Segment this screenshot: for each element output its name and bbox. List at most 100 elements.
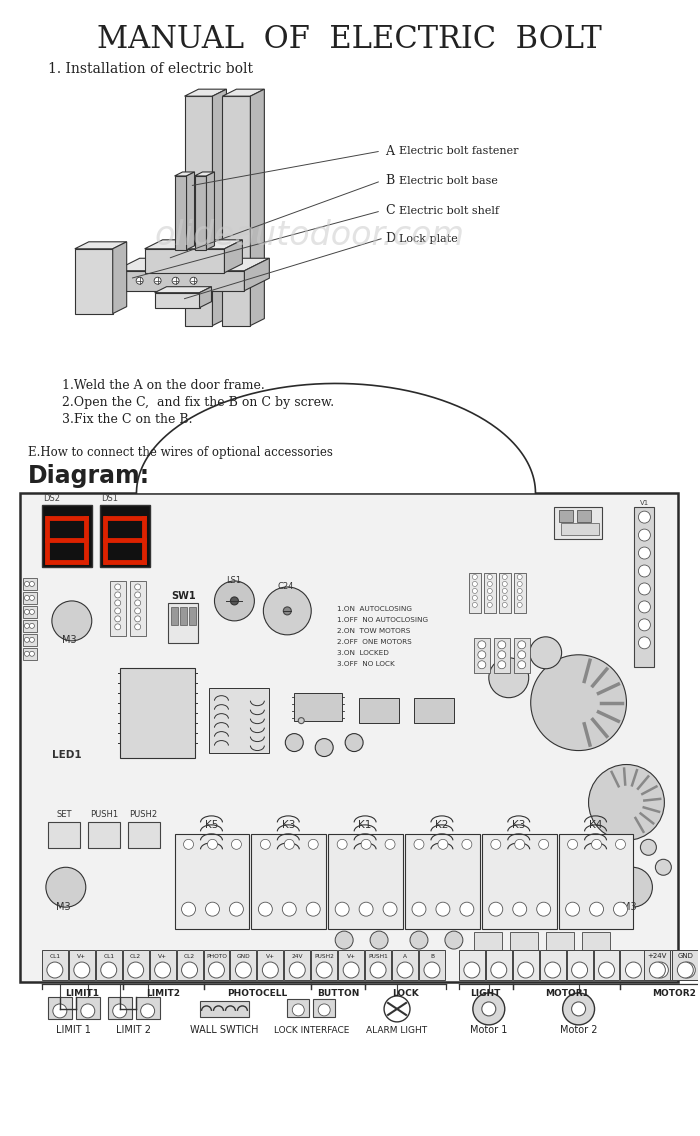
- Bar: [42, 950, 68, 980]
- Text: CL1: CL1: [50, 954, 60, 959]
- Bar: [554, 507, 601, 540]
- Bar: [127, 822, 160, 849]
- Circle shape: [141, 1004, 155, 1018]
- Text: DS2: DS2: [43, 494, 60, 503]
- Bar: [110, 580, 126, 636]
- Circle shape: [115, 616, 120, 621]
- Bar: [171, 607, 178, 625]
- Circle shape: [572, 962, 587, 978]
- Circle shape: [308, 840, 318, 850]
- Text: LIGHT: LIGHT: [470, 989, 501, 997]
- Circle shape: [154, 277, 161, 284]
- Bar: [474, 637, 490, 673]
- Polygon shape: [223, 89, 265, 97]
- Text: K3: K3: [512, 820, 526, 830]
- Circle shape: [383, 902, 397, 916]
- Polygon shape: [206, 172, 214, 250]
- Circle shape: [29, 582, 34, 586]
- Circle shape: [424, 962, 440, 978]
- Text: V1: V1: [640, 500, 649, 507]
- Bar: [42, 506, 92, 567]
- Circle shape: [80, 1004, 94, 1018]
- Text: M3: M3: [62, 635, 76, 645]
- Circle shape: [487, 588, 492, 593]
- Circle shape: [337, 840, 347, 850]
- Text: A: A: [385, 144, 394, 158]
- Text: 3.Fix the C on the B.: 3.Fix the C on the B.: [62, 412, 192, 426]
- Text: K1: K1: [358, 820, 372, 830]
- Circle shape: [25, 624, 29, 628]
- Circle shape: [568, 840, 578, 850]
- Circle shape: [190, 277, 197, 284]
- Circle shape: [343, 962, 359, 978]
- Circle shape: [487, 602, 492, 608]
- Circle shape: [503, 588, 507, 593]
- Circle shape: [512, 902, 526, 916]
- Text: A: A: [403, 954, 407, 959]
- Circle shape: [612, 867, 652, 908]
- Text: B: B: [385, 175, 394, 187]
- Circle shape: [397, 962, 413, 978]
- Bar: [23, 648, 37, 660]
- Text: LIMIT 2: LIMIT 2: [116, 1025, 151, 1035]
- Bar: [494, 637, 510, 673]
- Circle shape: [298, 718, 304, 724]
- Text: Electric bolt shelf: Electric bolt shelf: [399, 206, 499, 216]
- Circle shape: [572, 1002, 586, 1016]
- Text: CL2: CL2: [130, 954, 141, 959]
- Circle shape: [183, 840, 193, 850]
- Text: B: B: [430, 954, 434, 959]
- Circle shape: [85, 264, 103, 282]
- Circle shape: [25, 637, 29, 642]
- Polygon shape: [136, 384, 536, 493]
- Text: V+: V+: [346, 954, 356, 959]
- Text: MOTOR1: MOTOR1: [545, 989, 589, 997]
- Text: M3: M3: [56, 902, 71, 912]
- Text: ALARM LIGHT: ALARM LIGHT: [367, 1026, 428, 1035]
- Bar: [230, 950, 256, 980]
- Text: V+: V+: [77, 954, 86, 959]
- Bar: [294, 693, 342, 720]
- Polygon shape: [195, 176, 206, 250]
- Bar: [566, 950, 593, 980]
- Text: M3: M3: [622, 902, 637, 912]
- Bar: [199, 1001, 249, 1017]
- Circle shape: [263, 587, 312, 635]
- Text: Electric bolt base: Electric bolt base: [399, 176, 498, 186]
- Circle shape: [230, 596, 239, 604]
- Text: 2.Open the C,  and fix the B on C by screw.: 2.Open the C, and fix the B on C by scre…: [62, 396, 334, 409]
- Text: LIMIT1: LIMIT1: [65, 989, 99, 997]
- Bar: [136, 997, 160, 1019]
- Text: LOCK: LOCK: [392, 989, 419, 997]
- Text: C: C: [385, 204, 395, 217]
- Bar: [23, 605, 37, 618]
- Bar: [23, 634, 37, 645]
- Circle shape: [307, 902, 320, 916]
- Bar: [620, 950, 646, 980]
- Circle shape: [613, 902, 627, 916]
- Text: 1. Installation of electric bolt: 1. Installation of electric bolt: [48, 62, 253, 76]
- Text: DS1: DS1: [102, 494, 118, 503]
- Circle shape: [638, 637, 650, 649]
- Polygon shape: [145, 249, 225, 273]
- Circle shape: [545, 962, 561, 978]
- Circle shape: [503, 575, 507, 579]
- Text: K2: K2: [435, 820, 449, 830]
- Circle shape: [491, 962, 507, 978]
- Circle shape: [566, 902, 580, 916]
- Circle shape: [473, 602, 477, 608]
- Circle shape: [498, 651, 506, 659]
- Circle shape: [412, 902, 426, 916]
- Text: 2.ON  TOW MOTORS: 2.ON TOW MOTORS: [337, 628, 411, 634]
- Text: 3.ON  LOCKED: 3.ON LOCKED: [337, 650, 389, 655]
- Text: LIMIT2: LIMIT2: [146, 989, 180, 997]
- Polygon shape: [185, 97, 213, 326]
- Circle shape: [230, 902, 244, 916]
- Circle shape: [29, 609, 34, 615]
- Circle shape: [29, 624, 34, 628]
- Bar: [188, 607, 195, 625]
- Circle shape: [232, 840, 242, 850]
- Circle shape: [473, 993, 505, 1025]
- Text: V+: V+: [266, 954, 275, 959]
- Circle shape: [518, 661, 526, 669]
